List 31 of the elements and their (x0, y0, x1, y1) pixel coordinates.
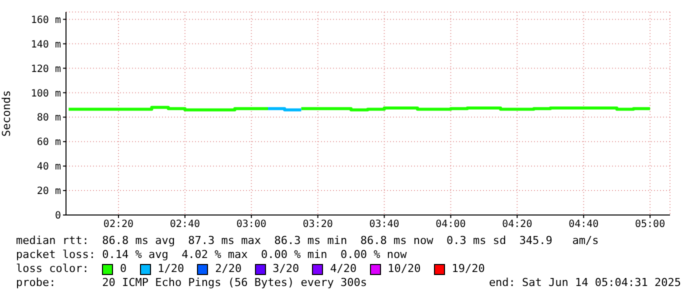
legend-title: loss color: (16, 262, 90, 276)
text: median rtt: 86.8 ms avg 87.3 ms max 86.3 ms min 86.8 ms now 0.3 ms sd 345.9 am/s (16, 234, 599, 248)
y-axis-title: Seconds (0, 90, 13, 137)
text: end: Sat Jun 14 05:04:31 2025 (488, 276, 681, 290)
x-tick-label: 03:40 (369, 219, 400, 230)
y-tick-label: 60 m (36, 137, 61, 148)
text: probe: 20 ICMP Echo Pings (56 Bytes) every 300s (16, 276, 367, 290)
x-tick-label: 02:20 (103, 219, 134, 230)
text: packet loss: 0.14 % avg 4.02 % max 0.00 % min 0.00 % now (16, 248, 407, 262)
y-tick-label: 0 (54, 210, 61, 222)
y-tick-label: 40 m (36, 162, 61, 173)
x-tick-label: 04:40 (568, 219, 599, 230)
x-tick-label: 02:40 (170, 219, 200, 230)
legend-label: 1/20 (156, 262, 184, 276)
y-tick-label: 100 m (30, 88, 61, 100)
x-tick-label: 04:20 (502, 219, 532, 230)
legend-label: 2/20 (214, 262, 242, 276)
y-tick-label: 140 m (30, 39, 61, 50)
y-tick-label: 80 m (36, 112, 61, 124)
legend-label: 3/20 (272, 262, 300, 276)
x-tick-label: 03:20 (302, 219, 333, 230)
y-tick-label: 160 m (30, 14, 61, 26)
x-tick-label: 03:00 (236, 219, 266, 230)
legend-label: 0 (119, 262, 127, 276)
y-tick-label: 120 m (30, 64, 61, 75)
legend-label: 4/20 (329, 262, 357, 276)
legend-label: 10/20 (386, 262, 421, 276)
y-tick-label: 20 m (36, 186, 61, 198)
x-tick-label: 05:00 (635, 219, 666, 230)
x-tick-label: 04:00 (436, 219, 466, 230)
legend-label: 19/20 (450, 262, 485, 276)
